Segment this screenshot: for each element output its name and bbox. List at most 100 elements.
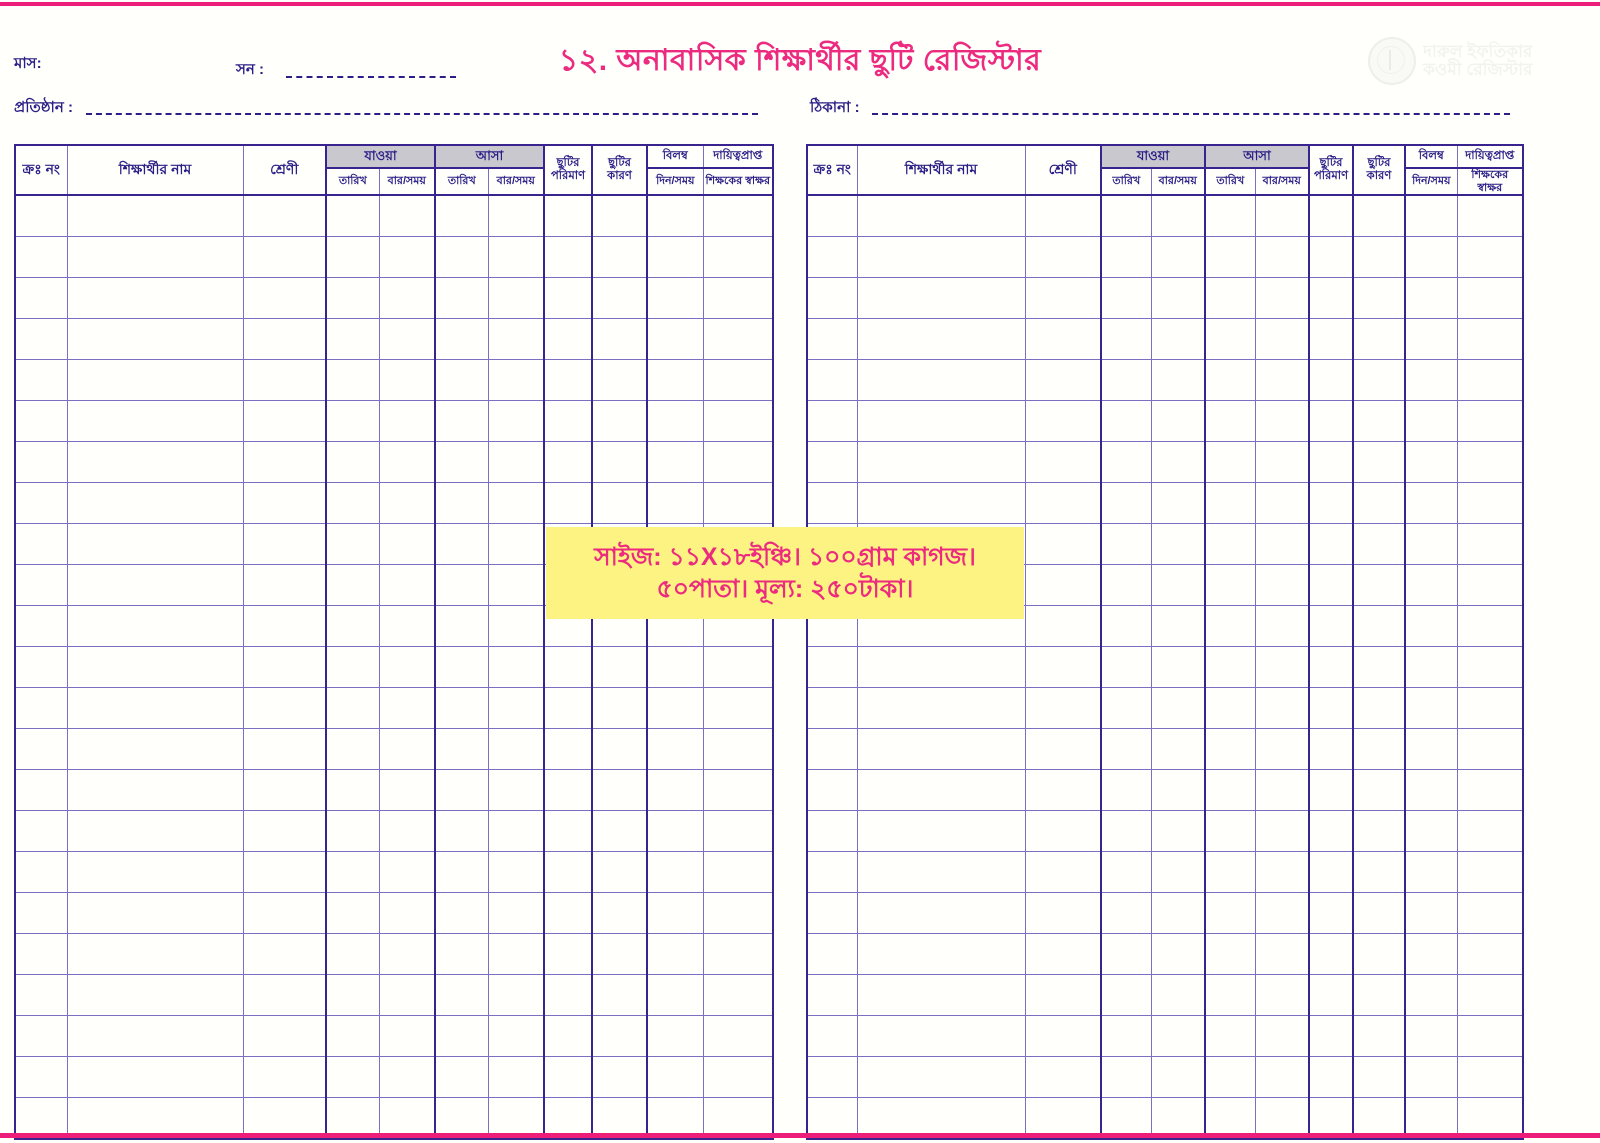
table-cell[interactable] bbox=[1024, 482, 1102, 524]
table-cell[interactable] bbox=[14, 1056, 68, 1098]
table-cell[interactable] bbox=[591, 687, 648, 729]
table-cell[interactable] bbox=[434, 564, 489, 606]
table-cell[interactable] bbox=[1100, 400, 1152, 442]
table-cell[interactable] bbox=[806, 441, 858, 483]
table-cell[interactable] bbox=[434, 933, 489, 975]
table-cell[interactable] bbox=[1254, 482, 1310, 524]
table-cell[interactable] bbox=[378, 400, 436, 442]
table-cell[interactable] bbox=[543, 728, 593, 770]
table-cell[interactable] bbox=[646, 359, 704, 401]
table-cell[interactable] bbox=[1352, 236, 1406, 278]
table-cell[interactable] bbox=[1254, 646, 1310, 688]
table-cell[interactable] bbox=[242, 400, 327, 442]
table-cell[interactable] bbox=[1308, 1097, 1354, 1140]
table-cell[interactable] bbox=[1204, 194, 1256, 237]
table-cell[interactable] bbox=[66, 400, 244, 442]
table-cell[interactable] bbox=[543, 277, 593, 319]
table-cell[interactable] bbox=[434, 482, 489, 524]
table-cell[interactable] bbox=[1352, 892, 1406, 934]
table-cell[interactable] bbox=[1150, 359, 1206, 401]
table-cell[interactable] bbox=[806, 974, 858, 1016]
table-cell[interactable] bbox=[591, 1097, 648, 1140]
table-cell[interactable] bbox=[325, 687, 380, 729]
table-cell[interactable] bbox=[543, 318, 593, 360]
table-cell[interactable] bbox=[591, 441, 648, 483]
table-cell[interactable] bbox=[242, 810, 327, 852]
table-cell[interactable] bbox=[14, 728, 68, 770]
table-cell[interactable] bbox=[543, 236, 593, 278]
table-cell[interactable] bbox=[806, 1015, 858, 1057]
table-cell[interactable] bbox=[1254, 851, 1310, 893]
table-cell[interactable] bbox=[66, 605, 244, 647]
table-cell[interactable] bbox=[434, 277, 489, 319]
table-cell[interactable] bbox=[487, 605, 545, 647]
table-cell[interactable] bbox=[487, 441, 545, 483]
table-cell[interactable] bbox=[543, 359, 593, 401]
table-cell[interactable] bbox=[806, 892, 858, 934]
table-cell[interactable] bbox=[1100, 523, 1152, 565]
table-cell[interactable] bbox=[1254, 605, 1310, 647]
table-cell[interactable] bbox=[487, 974, 545, 1016]
table-cell[interactable] bbox=[702, 933, 775, 975]
table-cell[interactable] bbox=[1024, 933, 1102, 975]
table-cell[interactable] bbox=[434, 974, 489, 1016]
table-cell[interactable] bbox=[702, 974, 775, 1016]
table-cell[interactable] bbox=[646, 974, 704, 1016]
table-cell[interactable] bbox=[806, 769, 858, 811]
table-cell[interactable] bbox=[66, 564, 244, 606]
table-cell[interactable] bbox=[378, 277, 436, 319]
table-cell[interactable] bbox=[543, 933, 593, 975]
table-cell[interactable] bbox=[14, 400, 68, 442]
table-cell[interactable] bbox=[1308, 523, 1354, 565]
table-cell[interactable] bbox=[1204, 523, 1256, 565]
table-cell[interactable] bbox=[14, 974, 68, 1016]
table-cell[interactable] bbox=[1100, 194, 1152, 237]
table-cell[interactable] bbox=[1024, 605, 1102, 647]
table-cell[interactable] bbox=[325, 277, 380, 319]
table-cell[interactable] bbox=[325, 482, 380, 524]
table-cell[interactable] bbox=[591, 933, 648, 975]
table-cell[interactable] bbox=[325, 974, 380, 1016]
table-cell[interactable] bbox=[14, 1097, 68, 1140]
table-cell[interactable] bbox=[806, 687, 858, 729]
table-cell[interactable] bbox=[242, 892, 327, 934]
table-cell[interactable] bbox=[1204, 482, 1256, 524]
table-cell[interactable] bbox=[66, 851, 244, 893]
table-cell[interactable] bbox=[14, 194, 68, 237]
table-cell[interactable] bbox=[1404, 359, 1458, 401]
table-cell[interactable] bbox=[1352, 1056, 1406, 1098]
table-cell[interactable] bbox=[1404, 482, 1458, 524]
table-cell[interactable] bbox=[702, 687, 775, 729]
table-cell[interactable] bbox=[1150, 1097, 1206, 1140]
table-cell[interactable] bbox=[378, 1056, 436, 1098]
table-cell[interactable] bbox=[1204, 318, 1256, 360]
table-cell[interactable] bbox=[325, 523, 380, 565]
table-cell[interactable] bbox=[1404, 1015, 1458, 1057]
table-cell[interactable] bbox=[856, 728, 1026, 770]
table-cell[interactable] bbox=[378, 933, 436, 975]
table-cell[interactable] bbox=[1456, 933, 1525, 975]
table-cell[interactable] bbox=[1352, 194, 1406, 237]
table-cell[interactable] bbox=[543, 441, 593, 483]
table-cell[interactable] bbox=[487, 1097, 545, 1140]
table-cell[interactable] bbox=[378, 523, 436, 565]
table-cell[interactable] bbox=[434, 892, 489, 934]
table-cell[interactable] bbox=[1100, 892, 1152, 934]
table-cell[interactable] bbox=[1352, 974, 1406, 1016]
table-cell[interactable] bbox=[487, 359, 545, 401]
table-cell[interactable] bbox=[702, 359, 775, 401]
table-cell[interactable] bbox=[1352, 810, 1406, 852]
table-cell[interactable] bbox=[378, 810, 436, 852]
table-cell[interactable] bbox=[543, 194, 593, 237]
table-cell[interactable] bbox=[646, 933, 704, 975]
table-cell[interactable] bbox=[646, 1056, 704, 1098]
table-cell[interactable] bbox=[487, 769, 545, 811]
table-cell[interactable] bbox=[591, 769, 648, 811]
table-cell[interactable] bbox=[591, 1015, 648, 1057]
table-cell[interactable] bbox=[378, 646, 436, 688]
table-cell[interactable] bbox=[646, 810, 704, 852]
table-cell[interactable] bbox=[1352, 1015, 1406, 1057]
table-cell[interactable] bbox=[1254, 769, 1310, 811]
table-cell[interactable] bbox=[1100, 441, 1152, 483]
table-cell[interactable] bbox=[856, 359, 1026, 401]
